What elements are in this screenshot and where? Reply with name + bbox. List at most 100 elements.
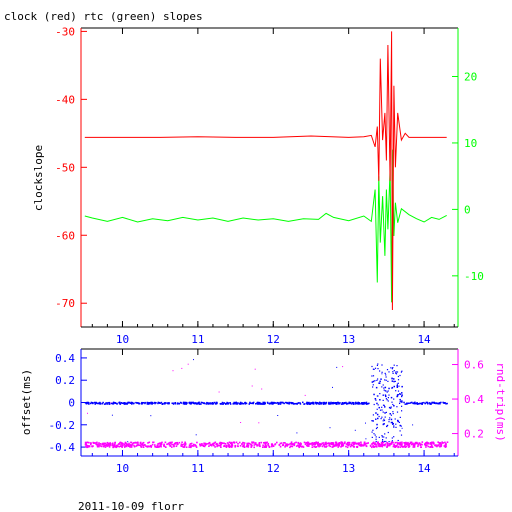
roundtrip-point [227,444,230,446]
roundtrip-point [176,441,178,444]
roundtrip-point [351,444,354,447]
roundtrip-point [337,446,339,448]
y-tick-label: -0.4 [49,441,76,454]
roundtrip-point [414,442,417,444]
roundtrip-point [290,441,293,443]
roundtrip-point [228,444,231,446]
roundtrip-point [248,442,251,445]
offset-burst-point [382,420,384,422]
offset-point [319,401,321,404]
offset-burst-point [379,409,382,411]
offset-burst-point [391,368,393,370]
offset-point [355,402,358,405]
roundtrip-point [136,441,139,444]
offset-burst-point [372,414,374,416]
roundtrip-point [91,445,93,447]
roundtrip-point [214,446,216,448]
offset-burst-point [401,400,403,402]
offset-point [190,401,193,404]
roundtrip-point [389,444,391,447]
roundtrip-point [253,444,256,446]
offset-burst-point [381,364,383,366]
roundtrip-point [395,444,397,447]
roundtrip-point [184,443,187,445]
offset-point [396,385,398,387]
offset-burst-point [390,407,392,409]
roundtrip-point [203,442,205,445]
offset-point [239,401,242,404]
roundtrip-point [262,444,264,447]
offset-point [106,403,108,405]
offset-point [157,402,159,405]
roundtrip-point [356,442,358,445]
roundtrip-point [358,442,361,444]
offset-burst-point [382,439,384,441]
offset-point [196,402,198,405]
top-panel-ticks: 10 11 12 13 14 -30 -40 -50 -60 -70 20 10 0 -10 [55,25,484,346]
roundtrip-point [360,441,362,444]
bottom-y2label: rnd-trip(ms) [494,362,507,441]
offset-point [340,403,343,405]
offset-point [285,401,287,404]
roundtrip-point [231,445,234,447]
offset-point [313,403,315,405]
roundtrip-point [265,446,267,448]
roundtrip-point [328,444,330,447]
offset-burst-point [401,370,403,372]
offset-point [305,402,308,405]
roundtrip-point [140,446,143,448]
roundtrip-point [99,444,101,446]
offset-point [158,402,161,404]
roundtrip-point [256,443,258,446]
roundtrip-point [129,444,132,446]
offset-point [439,403,441,405]
offset-point [168,402,170,404]
offset-point [446,402,448,405]
offset-burst-point [387,390,389,392]
roundtrip-point [133,445,136,448]
offset-point [85,402,88,405]
roundtrip-point [358,444,361,447]
offset-burst-point [373,403,375,406]
roundtrip-point [268,446,271,448]
roundtrip-point [320,443,322,446]
roundtrip-point [212,442,214,445]
offset-burst-point [383,404,385,406]
roundtrip-point [124,442,127,444]
roundtrip-point [87,446,89,448]
offset-burst-point [372,384,374,386]
offset-burst-point [371,365,373,368]
roundtrip-point [432,441,435,444]
roundtrip-point [406,443,409,446]
roundtrip-point [88,445,91,448]
offset-point [429,402,431,405]
offset-point [120,402,123,404]
roundtrip-point [190,442,193,445]
roundtrip-point [386,446,388,448]
offset-point [186,402,188,404]
roundtrip-point [291,443,294,446]
offset-point [363,403,365,405]
offset-point [269,402,272,404]
offset-point [431,402,433,404]
roundtrip-point [185,446,188,448]
roundtrip-point [115,444,118,447]
offset-point [135,401,137,404]
offset-point [129,402,132,404]
offset-point [197,402,199,405]
roundtrip-point [150,445,153,447]
roundtrip-point [168,443,171,446]
offset-point [123,402,125,404]
offset-point [210,403,212,405]
roundtrip-point [274,443,277,445]
offset-point [250,402,252,405]
roundtrip-point [382,441,385,444]
offset-burst-point [391,421,394,423]
offset-point [348,402,350,404]
roundtrip-point [389,443,391,445]
roundtrip-point [201,444,204,447]
offset-point [282,401,284,404]
roundtrip-point [429,442,432,444]
roundtrip-point [386,444,389,447]
offset-point [172,403,175,405]
